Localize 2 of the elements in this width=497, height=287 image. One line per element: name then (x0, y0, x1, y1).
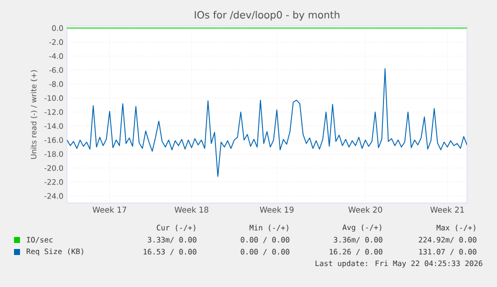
line-series (67, 68, 468, 177)
chart-title: IOs for /dev/loop0 - by month (194, 10, 340, 21)
